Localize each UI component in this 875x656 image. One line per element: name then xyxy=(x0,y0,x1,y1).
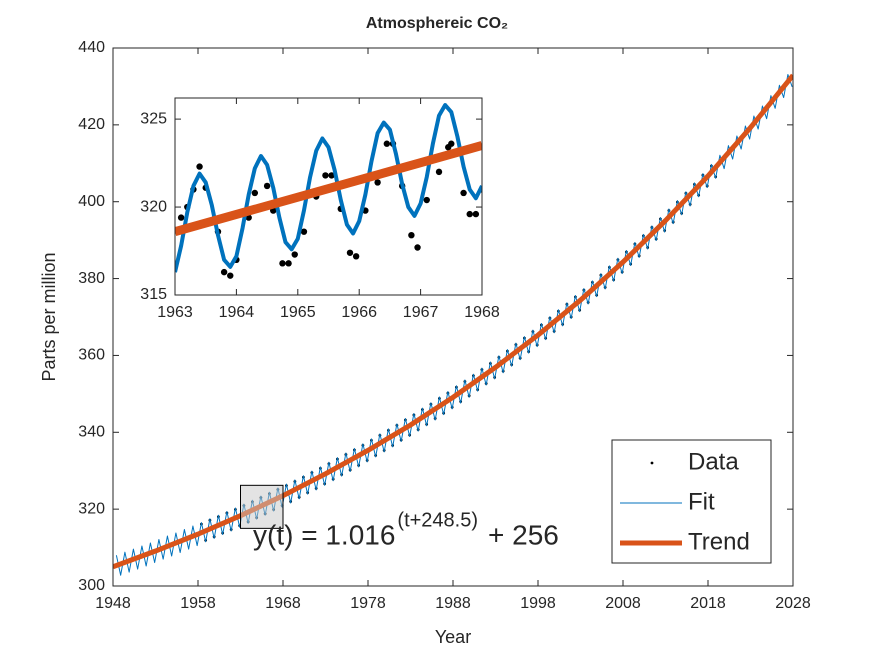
data-point xyxy=(227,272,234,279)
x-tick-label: 1967 xyxy=(403,304,439,321)
data-point xyxy=(346,249,354,256)
y-tick-label: 420 xyxy=(78,116,105,133)
data-point xyxy=(328,172,335,179)
annotation-suffix: + 256 xyxy=(488,519,559,550)
series-line xyxy=(175,103,482,273)
axes-box xyxy=(112,47,794,587)
data-point xyxy=(279,260,286,267)
x-tick-label: 2028 xyxy=(775,595,811,612)
data-point xyxy=(220,268,228,276)
y-tick-label: 320 xyxy=(140,198,167,215)
y-tick-label: 440 xyxy=(78,39,105,56)
x-tick-label: 1963 xyxy=(157,304,193,321)
series-line xyxy=(113,73,793,570)
data-point xyxy=(291,251,298,258)
series-line xyxy=(175,141,482,237)
x-tick-label: 1948 xyxy=(95,595,131,612)
data-point xyxy=(383,140,391,147)
y-tick-label: 300 xyxy=(78,577,105,594)
x-tick-label: 1958 xyxy=(180,595,216,612)
y-tick-label: 325 xyxy=(140,110,167,127)
data-point xyxy=(460,189,467,197)
data-point xyxy=(352,253,360,260)
zoom-box xyxy=(240,484,284,529)
y-tick-label: 360 xyxy=(78,347,105,364)
data-point xyxy=(414,244,421,251)
data-point xyxy=(285,260,292,267)
data-point xyxy=(322,172,329,179)
annotation-text: y(t) = 1.016 xyxy=(253,519,395,550)
y-tick-label: 340 xyxy=(78,424,105,441)
data-point xyxy=(408,231,415,239)
x-tick-label: 2008 xyxy=(605,595,641,612)
data-point xyxy=(466,210,473,218)
x-tick-label: 1968 xyxy=(265,595,301,612)
y-tick-label: 400 xyxy=(78,193,105,210)
data-point xyxy=(374,179,381,186)
x-tick-label: 1978 xyxy=(350,595,386,612)
x-tick-label: 1964 xyxy=(219,304,255,321)
legend-label: Fit xyxy=(688,488,715,515)
legend-label: Trend xyxy=(688,528,750,555)
x-tick-label: 1988 xyxy=(435,595,471,612)
data-point xyxy=(448,140,455,147)
data-point xyxy=(300,228,308,235)
axes-box xyxy=(174,97,483,296)
x-tick-label: 1966 xyxy=(341,304,377,321)
annotation-superscript: (t+248.5) xyxy=(397,509,478,531)
data-point xyxy=(177,214,185,221)
x-tick-label: 1998 xyxy=(520,595,556,612)
y-axis-label: Parts per million xyxy=(39,252,59,381)
plot-series xyxy=(113,73,793,576)
data-point xyxy=(435,168,443,176)
legend-label: Data xyxy=(688,448,739,475)
y-tick-label: 380 xyxy=(78,270,105,287)
legend-marker xyxy=(650,461,654,465)
data-point xyxy=(423,196,430,204)
y-tick-label: 315 xyxy=(140,286,167,303)
data-point xyxy=(472,210,480,218)
x-tick-label: 2018 xyxy=(690,595,726,612)
plot-series xyxy=(175,103,482,279)
data-point xyxy=(263,182,271,190)
x-axis-label: Year xyxy=(435,627,471,647)
chart-title: Atmosphereic CO₂ xyxy=(366,15,508,32)
x-tick-label: 1968 xyxy=(464,304,500,321)
y-tick-label: 320 xyxy=(78,500,105,517)
x-tick-label: 1965 xyxy=(280,304,316,321)
data-point xyxy=(251,189,259,197)
data-point xyxy=(196,163,203,170)
